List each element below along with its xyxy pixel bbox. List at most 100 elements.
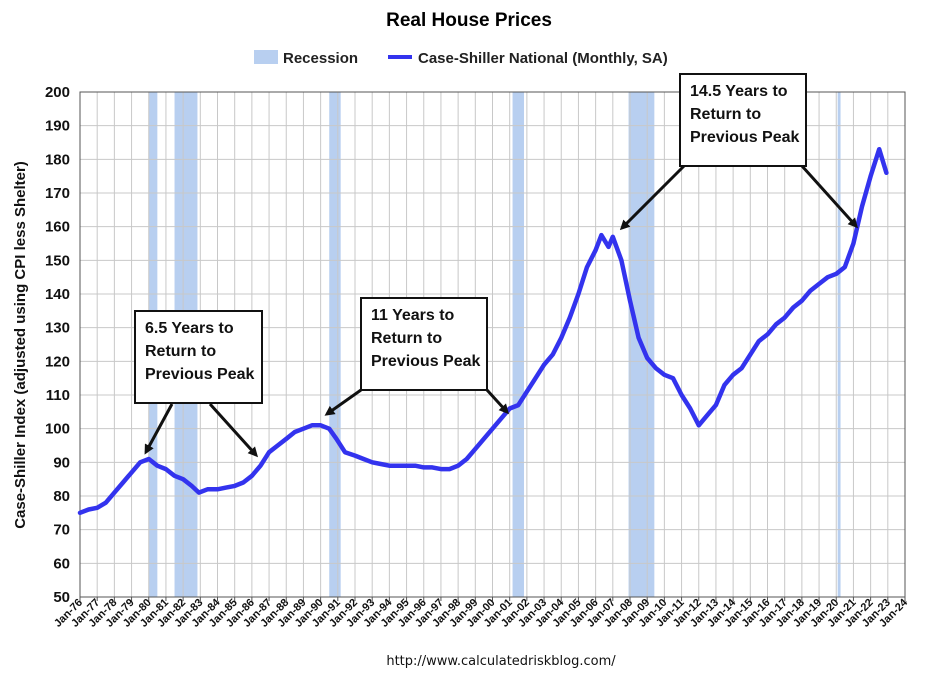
data-point	[439, 467, 443, 471]
annotation-arrow	[619, 164, 686, 231]
data-point	[87, 508, 90, 511]
data-point	[319, 424, 322, 427]
annotation-text-line: Previous Peak	[145, 366, 255, 383]
data-point	[293, 430, 297, 434]
data-point	[749, 353, 752, 356]
data-point	[843, 265, 847, 269]
data-point	[379, 462, 382, 466]
y-tick-label: 90	[53, 454, 70, 471]
data-point	[206, 488, 209, 491]
data-point	[860, 205, 864, 208]
data-point	[600, 233, 603, 237]
data-point	[607, 245, 610, 249]
data-point	[835, 272, 838, 275]
x-axis: Jan-76Jan-77Jan-78Jan-79Jan-80Jan-81Jan-…	[52, 596, 911, 630]
annotation-text-line: Return to	[690, 106, 761, 123]
annotation-box	[679, 73, 807, 167]
data-point	[620, 259, 623, 262]
data-point	[405, 464, 408, 467]
data-point	[413, 464, 417, 467]
data-point	[164, 467, 168, 471]
data-point	[104, 501, 107, 504]
data-point	[353, 454, 357, 457]
data-point	[242, 481, 245, 484]
source-url: http://www.calculatedriskblog.com/	[386, 654, 616, 669]
data-point	[197, 491, 201, 494]
annotation-2: 11 Years to Return to Previous Peak	[324, 297, 510, 416]
data-point	[499, 417, 503, 420]
data-point	[328, 427, 331, 430]
data-point	[731, 373, 735, 376]
y-axis: 50 60 70 80 90 100 110 120 130 140 150 160 170 180 190…	[45, 84, 70, 606]
data-point	[800, 299, 804, 302]
data-point	[422, 466, 425, 469]
y-tick-label: 200	[45, 84, 70, 101]
data-point	[534, 376, 537, 380]
y-axis-label: Case-Shiller Index (adjusted using CPI l…	[12, 161, 29, 529]
y-tick-label: 60	[53, 555, 70, 572]
series-layer	[77, 146, 889, 516]
data-point	[113, 491, 116, 494]
data-point	[783, 316, 786, 319]
legend-recession-swatch	[254, 50, 278, 64]
data-point	[456, 464, 460, 467]
annotation-3: 14.5 Years to Return to Previous Peak	[619, 73, 859, 231]
data-point	[817, 282, 821, 286]
data-point	[697, 424, 700, 427]
y-tick-label: 160	[45, 219, 70, 236]
data-point	[250, 474, 254, 477]
data-point	[809, 289, 812, 292]
data-point	[302, 427, 305, 430]
data-point	[517, 403, 520, 407]
data-point	[525, 390, 529, 393]
data-point	[431, 466, 434, 469]
annotation-arrow	[144, 403, 174, 455]
y-tick-label: 130	[45, 320, 70, 337]
recession-band	[837, 92, 841, 597]
data-point	[542, 363, 546, 366]
data-point	[577, 292, 580, 296]
legend-recession-label: Recession	[283, 50, 358, 67]
data-point	[190, 484, 193, 488]
data-point	[774, 323, 778, 326]
data-point	[138, 461, 142, 464]
y-tick-label: 190	[45, 118, 70, 135]
data-point	[645, 356, 649, 360]
y-tick-label: 140	[45, 286, 70, 303]
annotation-arrow	[485, 388, 510, 415]
annotation-text-line: 11 Years to	[371, 307, 455, 324]
data-point	[826, 275, 829, 279]
y-tick-label: 120	[45, 353, 70, 370]
data-point	[663, 373, 666, 376]
y-tick-label: 150	[45, 252, 70, 269]
data-point	[628, 299, 632, 302]
data-point	[147, 457, 150, 461]
y-tick-label: 170	[45, 185, 70, 202]
data-point	[465, 457, 468, 461]
data-point	[78, 511, 82, 515]
data-point	[448, 467, 451, 471]
data-point	[654, 366, 657, 370]
y-tick-label: 70	[53, 522, 70, 539]
data-point	[156, 464, 159, 467]
data-point	[740, 366, 743, 370]
data-point	[680, 393, 683, 397]
data-point	[885, 171, 888, 174]
data-point	[671, 376, 675, 380]
data-point	[335, 437, 338, 440]
y-tick-label: 180	[45, 151, 70, 168]
data-point	[611, 235, 615, 238]
data-point	[551, 353, 554, 356]
data-point	[706, 414, 709, 417]
data-point	[585, 265, 589, 269]
data-point	[181, 477, 185, 481]
data-point	[688, 407, 692, 410]
annotation-text-line: Previous Peak	[690, 129, 800, 146]
data-point	[508, 407, 511, 410]
data-point	[641, 346, 645, 350]
y-tick-label: 50	[53, 589, 70, 606]
annotation-box	[134, 310, 263, 404]
data-point	[259, 464, 262, 467]
legend: Recession Case-Shiller National (Monthly…	[254, 50, 668, 67]
